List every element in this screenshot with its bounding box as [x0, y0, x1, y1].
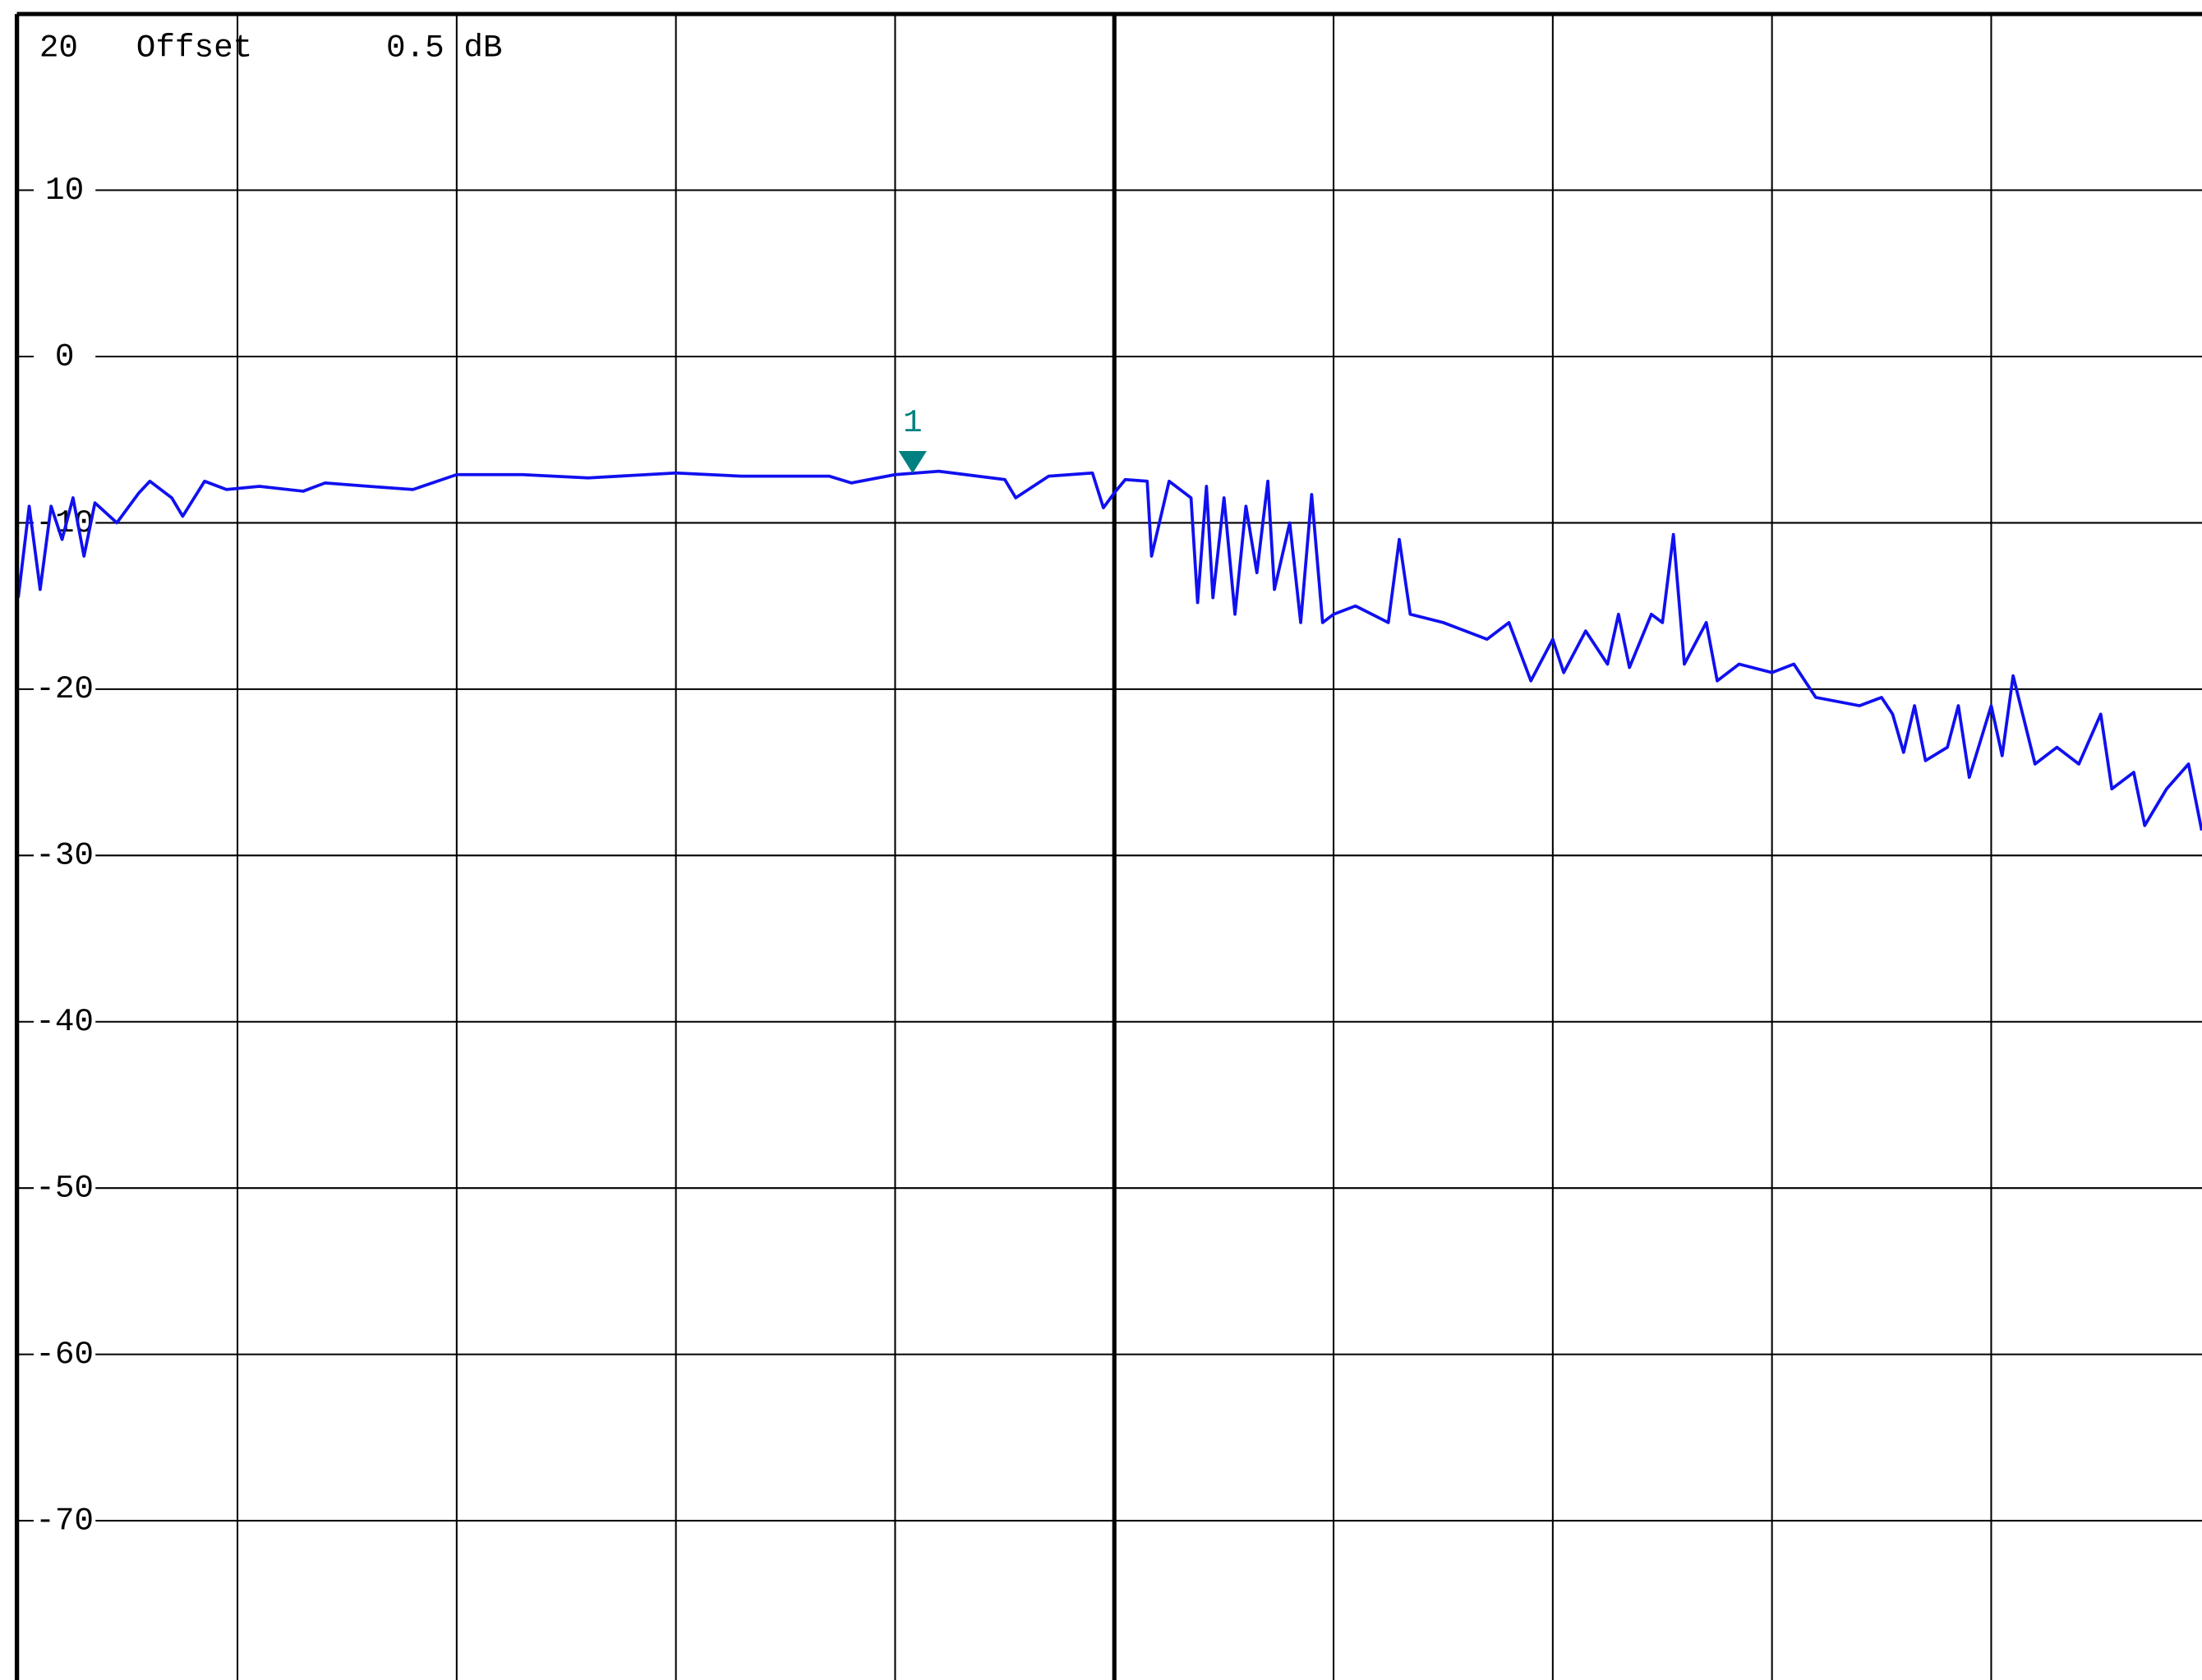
- marker-label: 1: [903, 404, 923, 441]
- tick-label-bg: [34, 1005, 96, 1039]
- offset-value: 0.5 dB: [386, 30, 502, 67]
- ref-level: 20: [39, 30, 78, 67]
- tick-label-bg: [34, 339, 96, 374]
- y-tick-label: 10: [45, 172, 84, 209]
- tick-label-bg: [34, 1337, 96, 1372]
- tick-label-bg: [34, 838, 96, 872]
- y-tick-label: -30: [35, 837, 94, 874]
- trace: 1: [16, 404, 2202, 831]
- y-tick-label: -40: [35, 1003, 94, 1040]
- y-tick-label: -60: [35, 1336, 94, 1373]
- tick-label-bg: [34, 672, 96, 707]
- tick-label-bg: [34, 1503, 96, 1538]
- tick-label-bg: [34, 1171, 96, 1205]
- tick-label-bg: [34, 173, 96, 208]
- y-tick-label: 0: [55, 338, 75, 375]
- offset-label: Offset: [136, 30, 252, 67]
- y-tick-label: -70: [35, 1502, 94, 1539]
- grid: [17, 14, 2202, 1680]
- trace-line: [16, 469, 2202, 831]
- axis-labels: 100-10-20-30-40-50-60-70: [34, 172, 96, 1539]
- y-tick-label: -20: [35, 670, 94, 707]
- y-tick-label: -50: [35, 1170, 94, 1207]
- marker-triangle: [898, 450, 927, 474]
